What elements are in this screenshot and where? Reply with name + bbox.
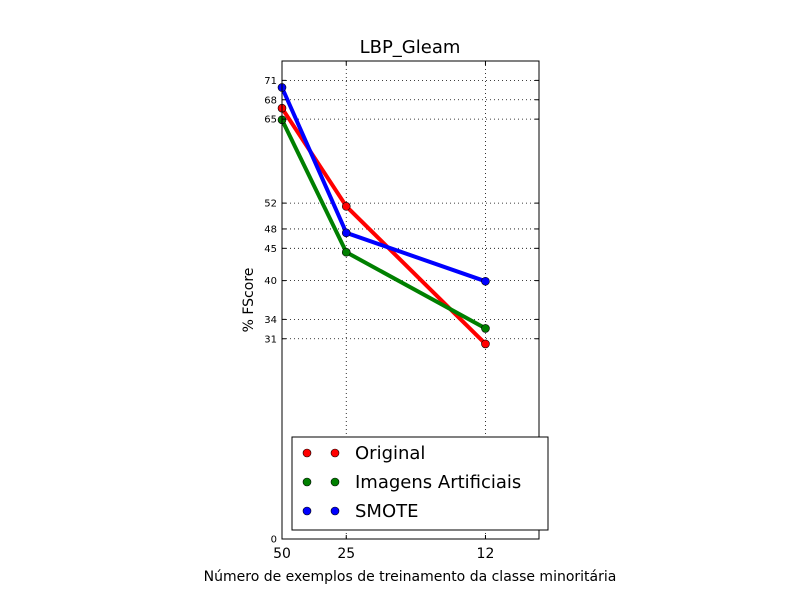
legend-marker (302, 506, 312, 516)
legend-marker (302, 448, 312, 458)
y-tick-label: 48 (264, 224, 277, 235)
series-layer (277, 83, 490, 349)
data-point (341, 247, 351, 257)
legend: Original Imagens Artificiais SMOTE (291, 436, 549, 531)
legend-marker (302, 477, 312, 487)
y-tick-label: 52 (264, 199, 277, 210)
y-tick-label: 0 (271, 535, 277, 546)
data-point (341, 228, 351, 238)
plot-frame (281, 60, 540, 540)
y-tick-label: 45 (264, 244, 277, 255)
data-point (481, 324, 490, 333)
data-point (481, 276, 490, 286)
x-tick-label: 12 (477, 546, 495, 562)
series-line (280, 118, 487, 331)
data-point (481, 339, 490, 349)
y-tick-label: 65 (264, 115, 277, 126)
y-tick-label: 34 (264, 315, 277, 326)
data-point (341, 202, 351, 211)
series-2 (277, 115, 490, 333)
y-tick-label: 68 (264, 95, 277, 106)
x-tick-label: 25 (337, 546, 355, 562)
series-3 (277, 83, 490, 286)
x-tick-label: 50 (273, 546, 291, 562)
y-axis-label: % FScore (241, 268, 257, 333)
y-tick-label: 40 (264, 276, 277, 287)
legend-marker (330, 506, 340, 516)
y-tick-label: 31 (264, 334, 277, 345)
x-axis-label: Número de exemplos de treinamento da cla… (204, 569, 617, 585)
legend-label: Imagens Artificiais (355, 472, 521, 493)
series-line (280, 107, 487, 346)
legend-marker (330, 477, 340, 487)
legend-label: SMOTE (355, 501, 419, 522)
legend-item: SMOTE (302, 501, 419, 522)
legend-label: Original (355, 443, 425, 464)
axis-ticks: 0 31 34 40 45 48 52 65 68 71 50 25 12 (264, 61, 539, 562)
chart-title: LBP_Gleam (360, 37, 461, 58)
y-tick-label: 71 (264, 76, 277, 87)
legend-marker (330, 448, 340, 458)
legend-item: Imagens Artificiais (302, 472, 521, 493)
legend-item: Original (302, 443, 425, 464)
